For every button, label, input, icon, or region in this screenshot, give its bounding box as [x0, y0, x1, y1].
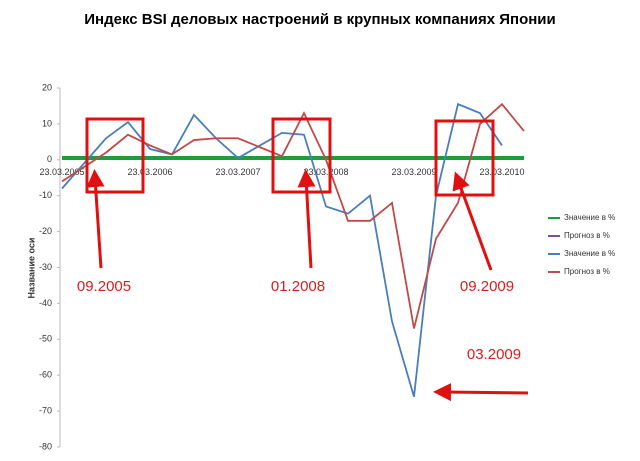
y-tick-label: -10 — [39, 190, 52, 200]
legend-label: Значение в % — [564, 249, 615, 258]
legend-label: Прогноз в % — [564, 231, 610, 240]
x-tick-label: 23.03.2008 — [303, 167, 348, 177]
x-tick-label: 23.03.2006 — [127, 167, 172, 177]
x-tick-label: 23.03.2009 — [391, 167, 436, 177]
highlight-box — [271, 117, 332, 194]
series-line — [61, 102, 525, 329]
legend-label: Прогноз в % — [564, 267, 610, 276]
highlight-box — [85, 117, 145, 194]
arrow — [452, 171, 493, 271]
y-tick-label: 10 — [42, 118, 52, 128]
annotation: 01.2008 — [271, 278, 325, 295]
x-tick-label: 23.03.2005 — [39, 167, 84, 177]
y-tick-label: -20 — [39, 226, 52, 236]
y-tick-label: -60 — [39, 370, 52, 380]
y-tick-label: -30 — [39, 262, 52, 272]
x-tick-label: 23.03.2010 — [479, 167, 524, 177]
annotation: 09.2005 — [77, 278, 131, 295]
y-tick-label: -40 — [39, 298, 52, 308]
y-tick-label: -70 — [39, 405, 52, 415]
arrow — [433, 383, 529, 402]
y-tick-label: 20 — [42, 82, 52, 92]
annotation: 09.2009 — [460, 278, 514, 295]
y-axis-title: Название оси — [26, 238, 36, 299]
y-tick-label: -80 — [39, 441, 52, 451]
arrow — [297, 169, 316, 269]
series-line — [61, 102, 503, 397]
annotation: 03.2009 — [467, 346, 521, 363]
legend-label: Значение в % — [564, 213, 615, 222]
y-tick-label: -50 — [39, 334, 52, 344]
chart-title: Индекс BSI деловых настроений в крупных … — [84, 11, 556, 28]
x-tick-label: 23.03.2007 — [215, 167, 260, 177]
arrow — [86, 169, 105, 269]
y-tick-label: 0 — [47, 154, 52, 164]
